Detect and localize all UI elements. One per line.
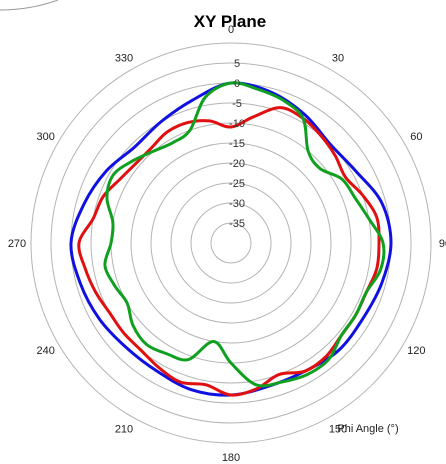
radial-tick-label: -5 (232, 98, 242, 110)
grid-ring-outer (30, 42, 432, 444)
grid-ring (170, 182, 292, 304)
angle-tick-label: 120 (407, 345, 425, 357)
radial-tick-label: 5 (234, 58, 240, 70)
angle-tick-label: 60 (410, 131, 422, 143)
chart-title: XY Plane (194, 12, 266, 31)
radial-tick-label: -10 (229, 118, 245, 130)
angle-tick-label: 0 (228, 24, 234, 36)
angle-axis-label: Phi Angle (°) (337, 423, 398, 435)
grid-ring (210, 222, 252, 264)
angle-labels: 0 30 60 90 120 150 180 210 240 270 300 330 (8, 24, 446, 464)
radial-tick-label: -35 (229, 218, 245, 230)
grid-ring (190, 202, 272, 284)
angle-tick-label: 210 (115, 423, 133, 435)
grid-ring (50, 62, 412, 424)
radial-tick-label: -20 (229, 158, 245, 170)
angle-tick-label: 150 (329, 423, 347, 435)
angle-tick-label: 330 (115, 53, 133, 65)
angle-tick-label: 240 (36, 345, 54, 357)
angle-tick-label: 270 (8, 238, 26, 250)
grid-ring (130, 142, 332, 344)
radial-tick-label: 0 (234, 78, 240, 90)
corner-decoration (0, 0, 59, 11)
polar-grid (30, 42, 432, 444)
series-layer (69, 81, 393, 397)
grid-ring (70, 82, 392, 404)
radial-tick-label: -15 (229, 138, 245, 150)
angle-tick-label: 180 (222, 452, 240, 464)
radial-labels: 5 0 -5 -10 -15 -20 -25 -30 -35 (229, 58, 245, 230)
radial-tick-label: -25 (229, 178, 245, 190)
angle-tick-label: 300 (36, 131, 54, 143)
angle-tick-label: 90 (439, 238, 446, 250)
angle-tick-label: 30 (332, 53, 344, 65)
series-line (77, 106, 381, 397)
series-line (103, 81, 386, 388)
radial-tick-label: -30 (229, 198, 245, 210)
grid-ring (150, 162, 312, 324)
grid-ring (90, 102, 372, 384)
